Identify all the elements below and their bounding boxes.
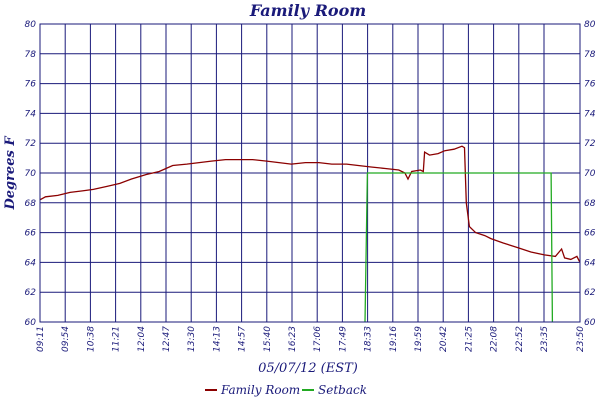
legend-label-setback: Setback xyxy=(318,383,367,397)
series-layer xyxy=(39,145,581,323)
y-tick-label-left: 74 xyxy=(25,109,37,119)
y-tick-label-right: 60 xyxy=(584,318,596,328)
x-tick-label: 16:23 xyxy=(288,326,298,352)
y-tick-label-right: 72 xyxy=(584,139,596,149)
y-tick-label-left: 80 xyxy=(25,20,37,30)
y-tick-label-right: 64 xyxy=(584,258,596,268)
y-tick-label-left: 72 xyxy=(25,139,37,149)
y-tick-label-left: 78 xyxy=(25,50,37,60)
y-tick-label-left: 70 xyxy=(25,169,37,179)
chart-title: Family Room xyxy=(249,1,366,20)
plot-frame xyxy=(39,23,581,323)
x-tick-label: 09:11 xyxy=(36,326,46,352)
x-tick-label: 23:50 xyxy=(576,326,586,352)
series-line-family-room xyxy=(39,145,581,263)
x-tick-label: 20:42 xyxy=(439,326,449,352)
y-tick-label-right: 80 xyxy=(584,20,596,30)
series-line-setback xyxy=(364,172,554,323)
y-tick-label-right: 68 xyxy=(584,199,596,209)
x-axis-label: 05/07/12 (EST) xyxy=(258,361,358,376)
y-tick-label-right: 70 xyxy=(584,169,596,179)
x-tick-label: 22:08 xyxy=(490,326,500,352)
x-tick-label: 19:16 xyxy=(389,326,399,352)
y-tick-label-right: 62 xyxy=(584,288,596,298)
x-tick-label: 12:47 xyxy=(162,326,172,352)
tick-labels: 09:11 09:54 10:38 11:21 12:04 12:47 13:30 14:13… xyxy=(25,20,596,352)
y-tick-label-left: 62 xyxy=(25,288,37,298)
x-tick-label: 19:59 xyxy=(414,326,424,352)
y-tick-label-right: 78 xyxy=(584,50,596,60)
legend: Family Room Setback xyxy=(205,383,367,397)
x-tick-label: 14:13 xyxy=(212,326,222,352)
x-tick-label: 17:49 xyxy=(338,326,348,352)
x-tick-label: 23:35 xyxy=(540,326,550,352)
x-tick-label: 09:54 xyxy=(61,326,71,352)
x-tick-label: 17:06 xyxy=(313,326,323,352)
x-tick-label: 22:52 xyxy=(515,326,525,352)
legend-label-family-room: Family Room xyxy=(220,383,300,397)
x-tick-label: 14:57 xyxy=(238,326,248,352)
x-tick-label: 11:21 xyxy=(112,326,122,352)
y-axis-label: Degrees F xyxy=(3,136,18,211)
x-tick-label: 10:38 xyxy=(86,326,96,352)
y-tick-label-left: 66 xyxy=(25,229,37,239)
y-tick-label-left: 68 xyxy=(25,199,37,209)
x-tick-label: 18:33 xyxy=(364,326,374,352)
y-tick-label-right: 66 xyxy=(584,229,596,239)
x-tick-label: 21:25 xyxy=(464,326,474,352)
y-tick-label-right: 76 xyxy=(584,80,596,90)
y-tick-label-left: 60 xyxy=(25,318,37,328)
y-tick-label-left: 76 xyxy=(25,80,37,90)
x-tick-label: 15:40 xyxy=(263,326,273,352)
y-tick-label-left: 64 xyxy=(25,258,37,268)
y-tick-label-right: 74 xyxy=(584,109,596,119)
x-tick-label: 12:04 xyxy=(137,326,147,352)
x-tick-label: 13:30 xyxy=(187,326,197,352)
